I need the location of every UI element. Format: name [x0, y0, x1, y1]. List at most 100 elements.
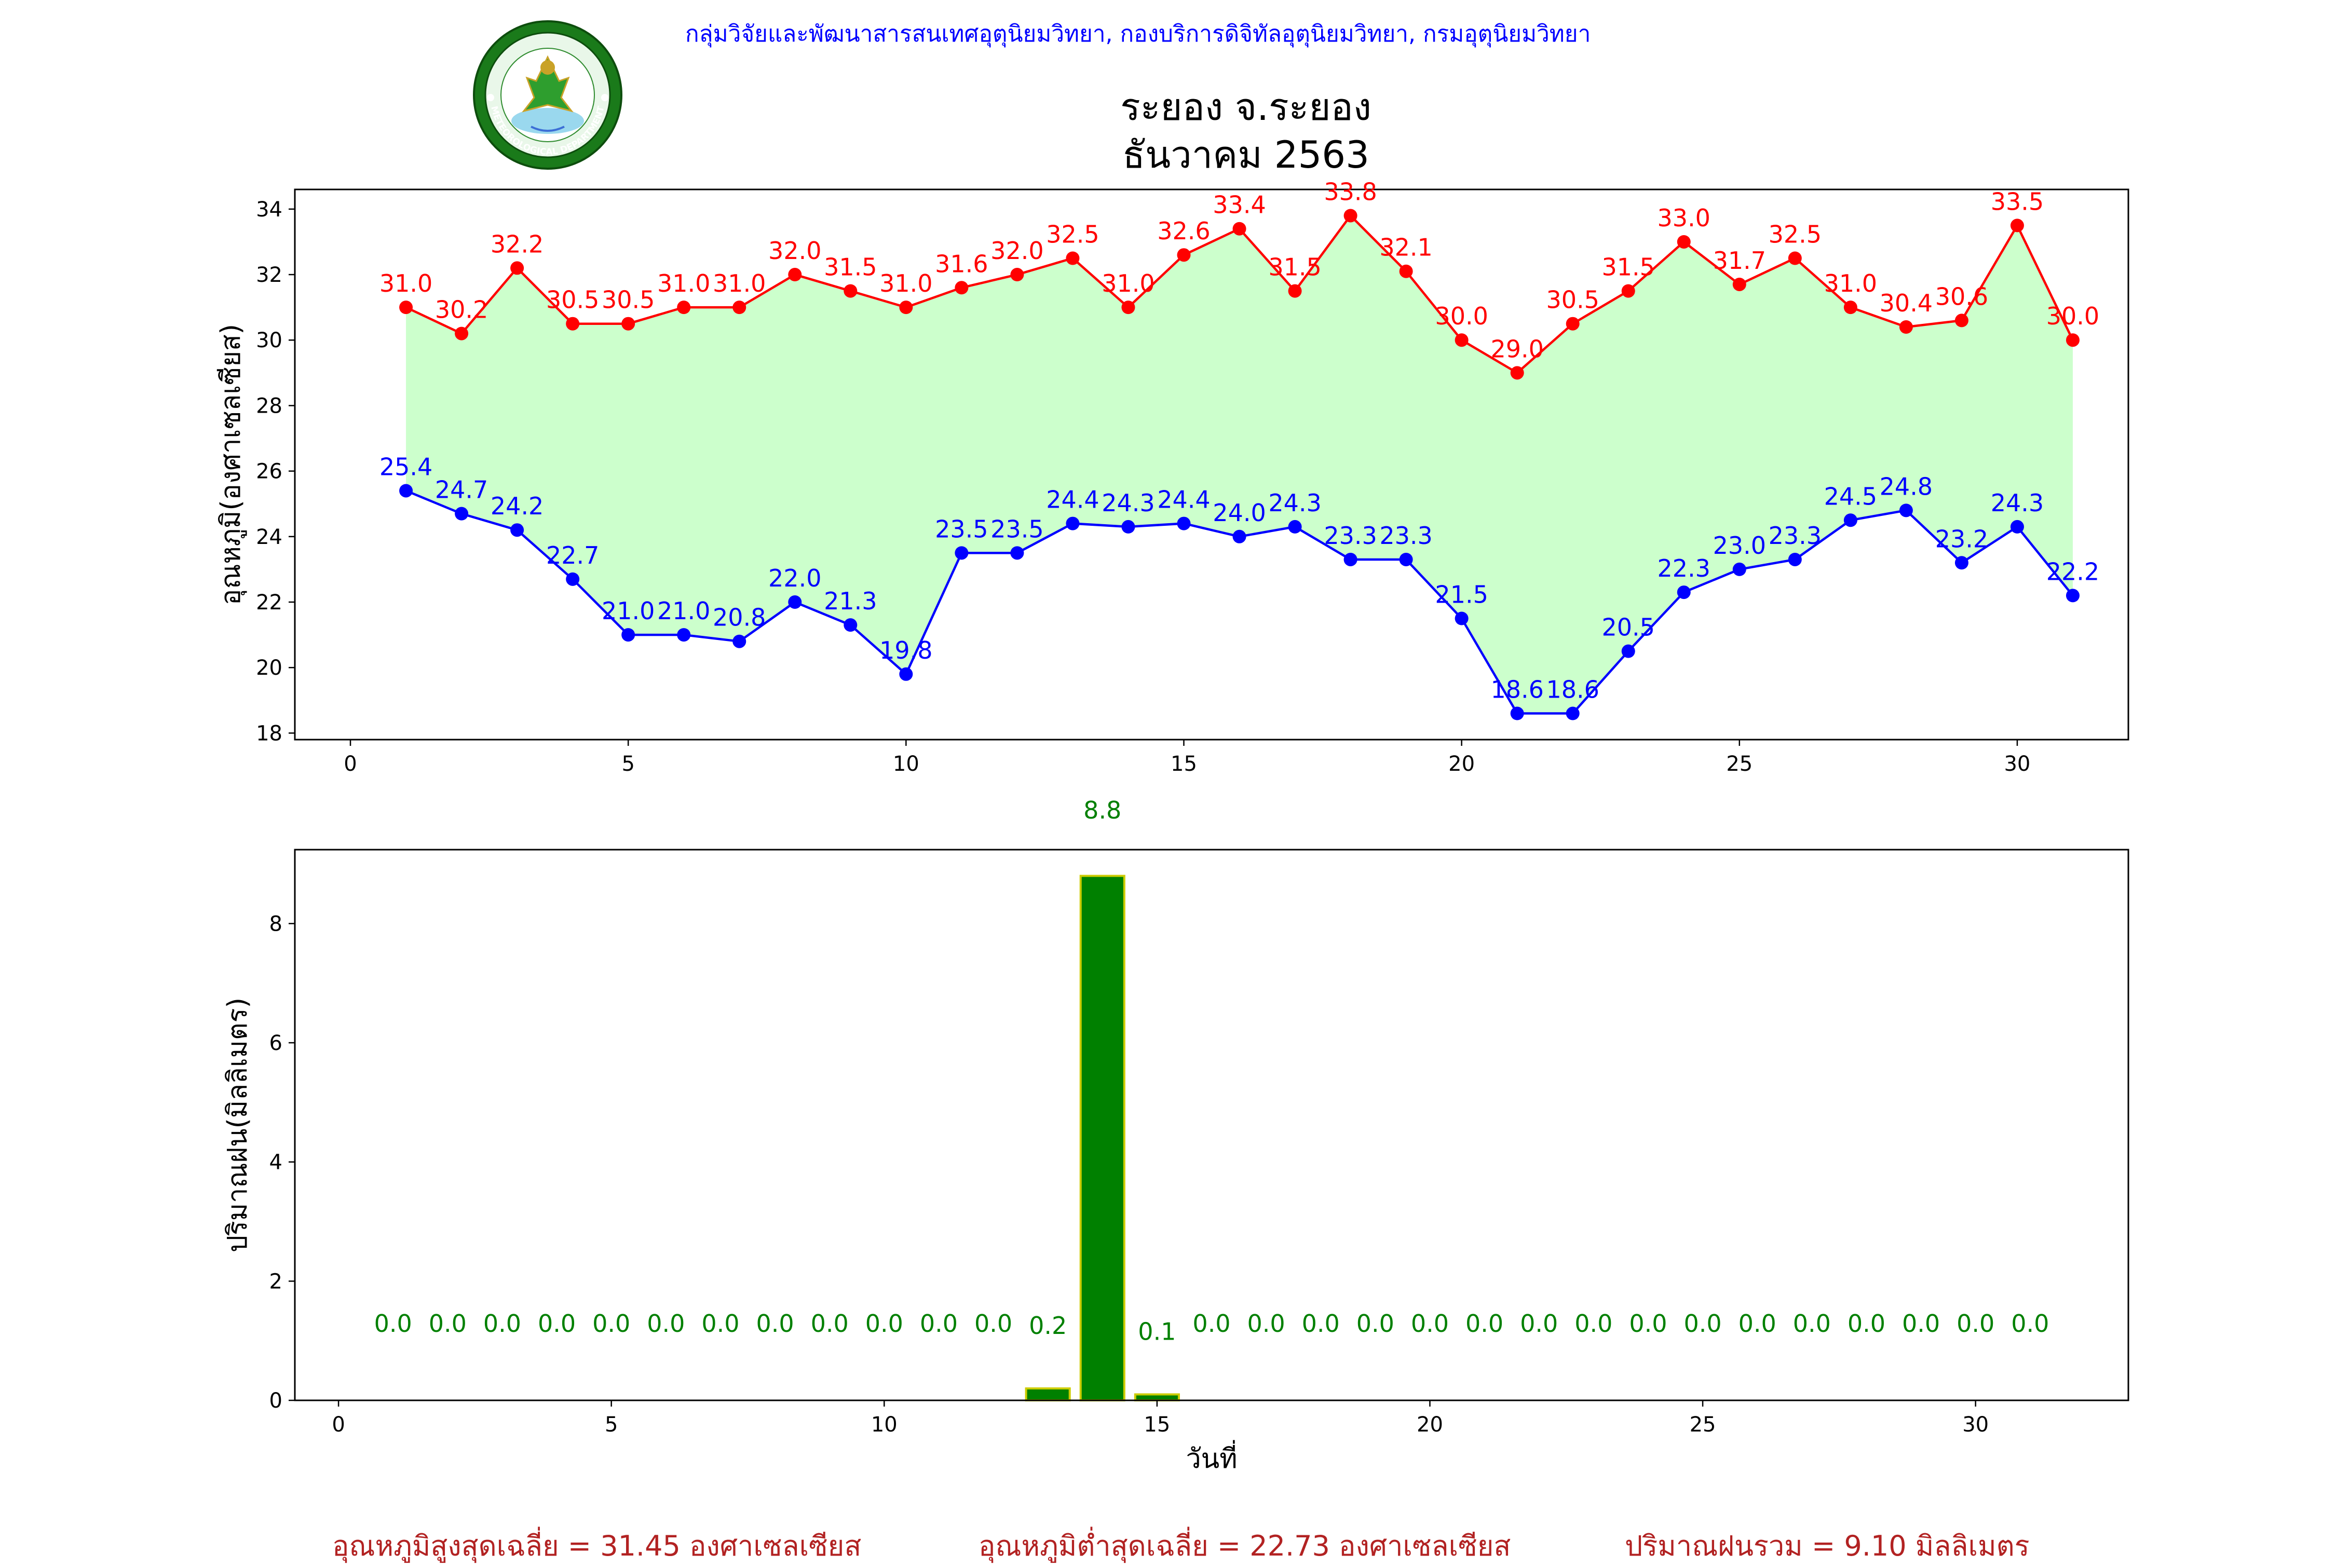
temperature-y-tick-label: 30 — [256, 329, 282, 352]
max-temperature-point — [1510, 366, 1524, 380]
min-temperature-data-label: 23.3 — [1379, 522, 1432, 550]
temperature-x-tick-label: 10 — [893, 752, 919, 776]
max-temperature-point — [899, 301, 913, 315]
max-temperature-point — [732, 301, 746, 315]
rainfall-x-tick-label: 10 — [871, 1413, 898, 1437]
min-temperature-point — [1899, 503, 1913, 517]
max-temperature-point — [1954, 313, 1968, 328]
rainfall-plot-frame — [294, 849, 2129, 1401]
rainfall-y-tick-label: 8 — [269, 912, 282, 936]
temperature-plot-frame — [294, 188, 2129, 741]
min-temperature-point — [1843, 513, 1857, 527]
max-temperature-point — [1677, 235, 1691, 249]
max-temperature-point — [2010, 219, 2024, 233]
rainfall-y-tick-label: 4 — [269, 1151, 282, 1175]
min-temperature-point — [1954, 556, 1968, 570]
rainfall-data-label: 0.0 — [865, 1310, 903, 1338]
rainfall-data-label: 0.0 — [374, 1310, 412, 1338]
organization-credit: กลุ่มวิจัยและพัฒนาสารสนเทศอุตุนิยมวิทยา,… — [685, 21, 1591, 47]
rainfall-data-label: 0.2 — [1029, 1312, 1067, 1340]
temperature-y-tick-label: 18 — [256, 721, 282, 745]
rainfall-data-label: 0.0 — [756, 1310, 794, 1338]
min-temperature-data-label: 24.7 — [435, 476, 488, 504]
max-temperature-data-label: 32.5 — [1769, 221, 1822, 249]
min-temperature-data-label: 22.2 — [2046, 557, 2099, 585]
min-temperature-data-label: 23.5 — [990, 515, 1043, 543]
max-temperature-data-label: 31.0 — [879, 269, 932, 297]
min-temperature-data-label: 18.6 — [1546, 676, 1599, 704]
max-temperature-data-label: 32.1 — [1379, 234, 1432, 262]
max-temperature-point — [1455, 333, 1469, 347]
min-temperature-data-label: 24.3 — [1268, 489, 1321, 517]
rainfall-y-tick-label: 6 — [269, 1031, 282, 1055]
max-temperature-point — [1288, 284, 1302, 298]
rainfall-bar — [1134, 1393, 1180, 1402]
rainfall-x-tick-label: 0 — [332, 1413, 345, 1437]
total-rainfall: ปริมาณฝนรวม = 9.10 มิลลิเมตร — [1625, 1530, 2030, 1562]
rainfall-y-tick-label: 0 — [269, 1389, 282, 1413]
min-temperature-data-label: 22.3 — [1658, 554, 1710, 582]
max-temperature-point — [566, 317, 580, 331]
min-temperature-point — [1232, 529, 1246, 543]
rainfall-data-label: 0.0 — [1192, 1310, 1230, 1338]
rainfall-data-label: 0.0 — [1902, 1310, 1940, 1338]
min-temperature-data-label: 21.0 — [657, 597, 710, 625]
rainfall-y-axis-label: ปริมาณฝน(มิลลิเมตร) — [222, 998, 253, 1252]
temperature-x-tick-label: 25 — [1726, 752, 1753, 776]
rainfall-data-label: 0.0 — [1465, 1310, 1503, 1338]
rainfall-chart: 0.0 0.0 0.0 0.0 0.0 0.0 0.0 0.0 0.0 0.0 0.0 0.0 0.2 8… — [222, 796, 2129, 1475]
logo-text-thai: กรมอุตุนิยมวิทยา — [470, 20, 569, 24]
min-temperature-point — [844, 618, 858, 632]
min-temperature-data-label: 23.0 — [1713, 531, 1766, 560]
max-temperature-data-label: 33.8 — [1324, 178, 1377, 206]
rainfall-data-label: 0.0 — [538, 1310, 576, 1338]
max-temperature-data-label: 32.6 — [1157, 217, 1210, 245]
temperature-x-tick-label: 0 — [344, 752, 357, 776]
temperature-y-tick-label: 24 — [256, 525, 282, 549]
rainfall-data-label: 0.0 — [1739, 1310, 1776, 1338]
max-temperature-data-label: 30.2 — [435, 296, 488, 324]
max-temperature-data-label: 33.0 — [1658, 204, 1710, 232]
min-temperature-data-label: 24.3 — [1991, 489, 2044, 517]
rainfall-data-label: 0.0 — [429, 1310, 467, 1338]
rainfall-x-tick-label: 20 — [1417, 1413, 1443, 1437]
chart-title-station: ระยอง จ.ระยอง — [1120, 85, 1371, 129]
temperature-x-tick-label: 20 — [1448, 752, 1475, 776]
meteorological-department-logo-icon: กรมอุตุนิยมวิทยา METEOROLOGICAL DEPARTME… — [470, 20, 622, 170]
rainfall-bar — [1025, 1387, 1071, 1402]
min-temperature-point — [1677, 585, 1691, 599]
max-temperature-point — [1399, 264, 1413, 278]
max-temperature-point — [1066, 251, 1080, 265]
min-temperature-point — [510, 523, 524, 537]
min-temperature-data-label: 21.5 — [1435, 581, 1488, 609]
min-temperature-point — [1399, 552, 1413, 566]
rainfall-x-axis-label: วันที่ — [1186, 1440, 1237, 1475]
temperature-y-axis-label: อุณหภูมิ(องศาเซลเซียส) — [215, 324, 247, 605]
rainfall-data-label: 0.0 — [1683, 1310, 1721, 1338]
rainfall-data-label: 0.0 — [2011, 1310, 2049, 1338]
min-temperature-data-label: 24.8 — [1880, 472, 1933, 500]
max-temperature-data-label: 30.6 — [1935, 282, 1988, 310]
rainfall-y-tick-label: 2 — [269, 1270, 282, 1293]
max-temperature-point — [1232, 222, 1246, 236]
temperature-y-tick-label: 22 — [256, 591, 282, 615]
min-temperature-point — [566, 572, 580, 586]
min-temperature-point — [1343, 552, 1357, 566]
min-temperature-point — [677, 628, 691, 642]
max-temperature-data-label: 33.5 — [1991, 187, 2044, 215]
max-temperature-data-label: 30.4 — [1880, 289, 1933, 317]
max-temperature-data-label: 31.0 — [1102, 269, 1155, 297]
temperature-chart: 0 5 10 15 20 25 30 18 20 22 24 26 28 30 32 34 อุณหภูมิ(อ… — [215, 178, 2129, 776]
max-temperature-data-label: 30.5 — [1546, 286, 1599, 314]
max-temperature-data-label: 32.5 — [1046, 221, 1099, 249]
min-temperature-point — [955, 546, 969, 560]
min-temperature-point — [1288, 520, 1302, 534]
rainfall-data-label: 0.0 — [1793, 1310, 1831, 1338]
min-temperature-data-label: 24.0 — [1213, 499, 1266, 527]
chart-title-month: ธันวาคม 2563 — [1122, 133, 1369, 176]
rainfall-data-label: 0.0 — [811, 1310, 849, 1338]
rainfall-data-label: 0.0 — [647, 1310, 685, 1338]
max-temperature-point — [1843, 301, 1857, 315]
temperature-x-tick-label: 15 — [1171, 752, 1197, 776]
max-temperature-point — [677, 301, 691, 315]
